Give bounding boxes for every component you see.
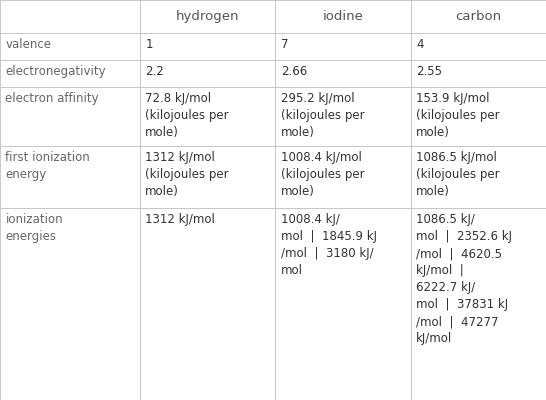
Text: first ionization
energy: first ionization energy (5, 151, 90, 181)
Bar (140, 33, 275, 60)
Text: 1086.5 kJ/
mol  |  2352.6 kJ
/mol  |  4620.5
kJ/mol  |
6222.7 kJ/
mol  |  37831 : 1086.5 kJ/ mol | 2352.6 kJ /mol | 4620.5… (416, 213, 512, 345)
Bar (0, 208, 140, 400)
Bar (275, 0, 411, 33)
Bar (140, 146, 275, 208)
Text: 2.55: 2.55 (416, 65, 442, 78)
Bar (275, 146, 411, 208)
Text: electron affinity: electron affinity (5, 92, 99, 105)
Bar (140, 60, 275, 87)
Text: 72.8 kJ/mol
(kilojoules per
mole): 72.8 kJ/mol (kilojoules per mole) (145, 92, 229, 139)
Text: 2.2: 2.2 (145, 65, 164, 78)
Bar (140, 0, 275, 33)
Text: 1: 1 (145, 38, 153, 50)
Bar (0, 87, 140, 146)
Text: iodine: iodine (323, 10, 363, 23)
Bar (411, 146, 546, 208)
Bar (275, 87, 411, 146)
Text: 4: 4 (416, 38, 424, 50)
Bar (411, 60, 546, 87)
Text: 2.66: 2.66 (281, 65, 307, 78)
Text: 1008.4 kJ/
mol  |  1845.9 kJ
/mol  |  3180 kJ/
mol: 1008.4 kJ/ mol | 1845.9 kJ /mol | 3180 k… (281, 213, 377, 277)
Text: 1312 kJ/mol
(kilojoules per
mole): 1312 kJ/mol (kilojoules per mole) (145, 151, 229, 198)
Text: ionization
energies: ionization energies (5, 213, 63, 243)
Text: 7: 7 (281, 38, 288, 50)
Bar (411, 87, 546, 146)
Bar (140, 87, 275, 146)
Bar (0, 60, 140, 87)
Text: 295.2 kJ/mol
(kilojoules per
mole): 295.2 kJ/mol (kilojoules per mole) (281, 92, 364, 139)
Bar (0, 146, 140, 208)
Text: 1312 kJ/mol: 1312 kJ/mol (145, 213, 215, 226)
Text: valence: valence (5, 38, 51, 50)
Text: electronegativity: electronegativity (5, 65, 106, 78)
Bar (275, 208, 411, 400)
Bar (411, 0, 546, 33)
Bar (411, 33, 546, 60)
Text: 153.9 kJ/mol
(kilojoules per
mole): 153.9 kJ/mol (kilojoules per mole) (416, 92, 500, 139)
Text: 1008.4 kJ/mol
(kilojoules per
mole): 1008.4 kJ/mol (kilojoules per mole) (281, 151, 364, 198)
Text: carbon: carbon (455, 10, 501, 23)
Bar (0, 33, 140, 60)
Text: hydrogen: hydrogen (176, 10, 239, 23)
Text: 1086.5 kJ/mol
(kilojoules per
mole): 1086.5 kJ/mol (kilojoules per mole) (416, 151, 500, 198)
Bar (275, 60, 411, 87)
Bar (140, 208, 275, 400)
Bar (0, 0, 140, 33)
Bar (275, 33, 411, 60)
Bar (411, 208, 546, 400)
